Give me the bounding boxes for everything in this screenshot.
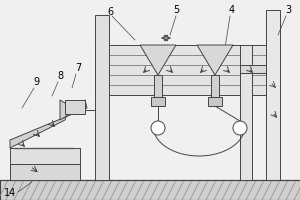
Bar xyxy=(151,97,165,106)
Polygon shape xyxy=(197,45,233,75)
Polygon shape xyxy=(60,100,70,120)
Text: 9: 9 xyxy=(33,77,39,87)
Bar xyxy=(240,45,252,180)
Text: 5: 5 xyxy=(173,5,179,15)
Bar xyxy=(240,65,266,73)
Text: 4: 4 xyxy=(229,5,235,15)
Text: 6: 6 xyxy=(107,7,113,17)
Bar xyxy=(266,10,280,180)
Bar xyxy=(0,180,300,200)
Polygon shape xyxy=(10,100,87,148)
Circle shape xyxy=(151,121,165,135)
Bar xyxy=(211,75,219,97)
Polygon shape xyxy=(140,45,176,75)
Bar xyxy=(95,45,266,95)
Bar xyxy=(154,75,162,97)
Bar xyxy=(95,15,109,180)
Bar xyxy=(10,164,80,180)
Bar xyxy=(208,97,222,106)
Text: 3: 3 xyxy=(285,5,291,15)
Text: 14: 14 xyxy=(4,188,16,198)
Bar xyxy=(10,148,80,164)
Text: 8: 8 xyxy=(57,71,63,81)
Text: 7: 7 xyxy=(75,63,81,73)
Bar xyxy=(65,100,85,114)
Circle shape xyxy=(233,121,247,135)
